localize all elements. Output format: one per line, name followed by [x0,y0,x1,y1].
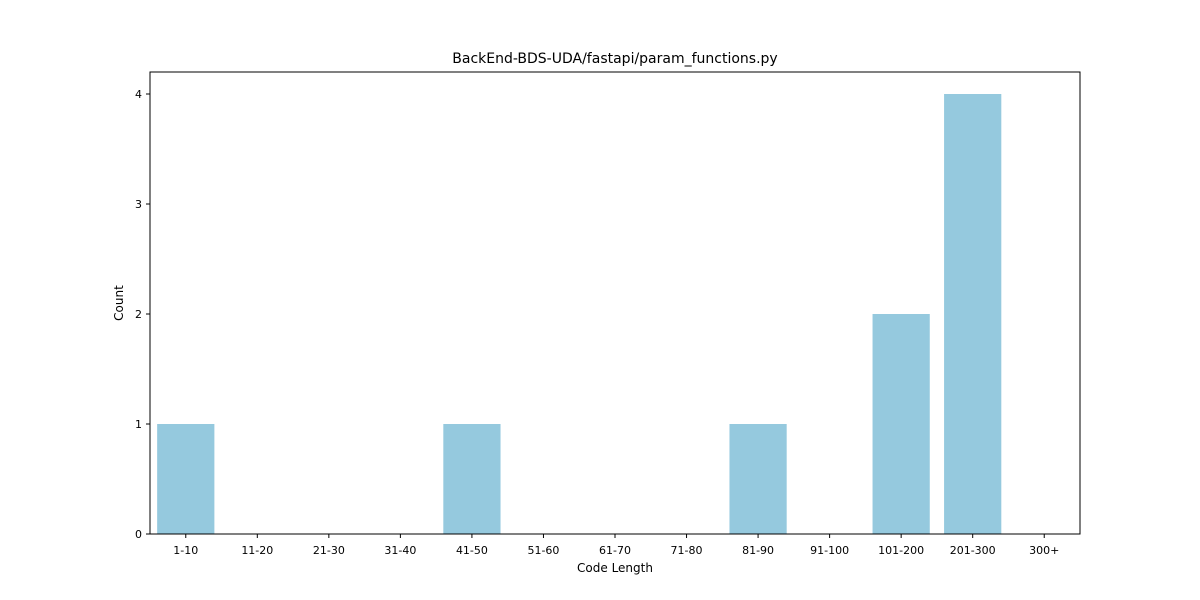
y-tick-label: 1 [135,418,142,431]
x-axis: 1-10 11-20 21-30 31-40 41-50 51-60 61-70 71-80 8… [173,534,1059,557]
x-tick-label: 71-80 [671,544,703,557]
x-tick-label: 51-60 [527,544,559,557]
x-tick-label: 81-90 [742,544,774,557]
y-tick-label: 3 [135,198,142,211]
chart-title: BackEnd-BDS-UDA/fastapi/param_functions.… [452,51,777,67]
y-tick-label: 0 [135,528,142,541]
bar-1-10 [157,424,215,534]
x-tick-label: 11-20 [241,544,273,557]
bars-group [157,94,1002,534]
x-tick-label: 101-200 [878,544,924,557]
x-tick-label: 41-50 [456,544,488,557]
x-tick-label: 91-100 [810,544,849,557]
bar-41-50 [443,424,501,534]
bar-101-200 [872,314,930,534]
y-axis: 0 1 2 3 4 [135,88,150,541]
x-tick-label: 31-40 [384,544,416,557]
x-tick-label: 1-10 [173,544,198,557]
x-tick-label: 61-70 [599,544,631,557]
y-tick-label: 2 [135,308,142,321]
plot-area-frame [149,71,1081,535]
x-tick-label: 21-30 [313,544,345,557]
x-tick-label: 201-300 [950,544,996,557]
y-axis-label: Count [112,285,126,321]
bar-201-300 [944,94,1002,534]
x-axis-label: Code Length [577,561,653,575]
bar-81-90 [729,424,787,534]
y-tick-label: 4 [135,88,142,101]
x-tick-label: 300+ [1029,544,1059,557]
